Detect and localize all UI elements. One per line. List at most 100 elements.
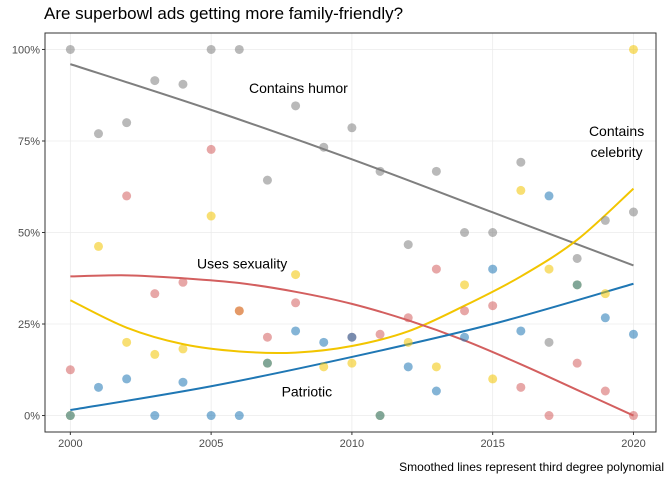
point-uses-sexuality [375,329,385,339]
point-contains-humor [516,157,526,167]
point-contains-celebrity [122,337,132,347]
point-patriotic [516,326,526,336]
point-contains-celebrity [516,185,526,195]
point-contains-humor [628,207,638,217]
point-contains-celebrity [544,264,554,274]
point-patriotic [178,377,188,387]
point-contains-celebrity [431,362,441,372]
annotation-label: Patriotic [282,384,333,400]
point-contains-humor [122,118,132,128]
trend-line-uses-sexuality [70,274,634,417]
point-uses-sexuality [572,358,582,368]
point-patriotic [572,280,582,290]
point-patriotic [291,326,301,336]
y-tick-label: 25% [18,319,40,331]
point-patriotic [544,191,554,201]
point-contains-celebrity [291,270,301,280]
point-uses-sexuality [234,306,244,316]
point-patriotic [460,332,470,342]
x-tick-label: 2020 [621,438,645,450]
point-uses-sexuality [544,411,554,421]
annotation-label: Contains [589,123,644,139]
point-uses-sexuality [122,191,132,201]
point-patriotic [93,382,103,392]
plot-area: 0% 25% 50% 75% 100% 2000 2005 2010 2015 2020 Cont… [12,32,657,450]
point-contains-humor [65,44,75,54]
point-patriotic [122,374,132,384]
point-uses-sexuality [291,298,301,308]
point-contains-humor [262,175,272,185]
point-contains-humor [600,215,610,225]
point-uses-sexuality [431,264,441,274]
point-uses-sexuality [262,332,272,342]
point-uses-sexuality [206,144,216,154]
point-uses-sexuality [460,306,470,316]
grid-lines [45,33,656,432]
point-contains-celebrity [178,344,188,354]
y-tick-label: 50% [18,228,40,240]
point-contains-humor [403,240,413,250]
annotation-label: celebrity [591,144,643,160]
point-contains-celebrity [93,241,103,251]
point-patriotic [403,362,413,372]
trend-line-patriotic [70,282,634,412]
point-contains-humor [460,228,470,237]
point-patriotic [319,337,329,347]
point-contains-humor [234,44,244,54]
point-contains-celebrity [403,337,413,347]
point-contains-humor [319,142,329,152]
point-contains-humor [347,123,357,133]
point-patriotic [65,411,75,421]
chart-title: Are superbowl ads getting more family-fr… [44,4,404,23]
y-tick-label: 75% [18,136,40,148]
point-uses-sexuality [65,365,75,375]
x-tick-label: 2010 [340,438,364,450]
point-patriotic [234,411,244,421]
annotation-label: Uses sexuality [197,256,287,272]
point-contains-celebrity [628,44,638,54]
annotations: Contains humor Contains celebrity Uses sexu… [197,80,644,400]
point-patriotic [600,313,610,323]
point-uses-sexuality [178,277,188,287]
point-contains-humor [488,228,498,237]
x-tick-label: 2000 [58,438,82,450]
point-contains-celebrity [600,289,610,299]
trend-lines [69,63,635,417]
x-tick-label: 2015 [480,438,504,450]
point-contains-humor [375,166,385,176]
data-points [65,44,638,421]
point-uses-sexuality [488,301,498,311]
point-patriotic [347,332,357,342]
point-contains-humor [431,166,441,176]
point-contains-celebrity [488,374,498,384]
point-contains-celebrity [460,280,470,290]
point-contains-humor [150,76,160,86]
point-patriotic [375,411,385,421]
annotation-label: Contains humor [249,80,348,96]
point-contains-celebrity [347,358,357,368]
trend-line-contains-humor [70,63,634,267]
trend-line-contains-celebrity [69,187,635,354]
point-contains-humor [572,253,582,263]
point-patriotic [206,411,216,421]
point-uses-sexuality [516,382,526,392]
point-uses-sexuality [628,411,638,421]
point-contains-humor [544,337,554,347]
point-uses-sexuality [600,386,610,396]
chart-caption: Smoothed lines represent third degree po… [399,460,664,474]
point-contains-celebrity [206,211,216,221]
point-contains-humor [291,101,301,111]
point-patriotic [488,264,498,274]
x-tick-label: 2005 [199,438,223,450]
point-patriotic [262,358,272,368]
point-contains-celebrity [319,362,329,372]
point-contains-humor [178,79,188,89]
point-patriotic [628,329,638,339]
point-patriotic [431,386,441,396]
axes: 0% 25% 50% 75% 100% 2000 2005 2010 2015 2020 [12,32,657,450]
point-patriotic [150,411,160,421]
point-contains-celebrity [150,349,160,359]
point-uses-sexuality [150,289,160,299]
y-tick-label: 0% [24,411,40,423]
point-uses-sexuality [403,313,413,323]
